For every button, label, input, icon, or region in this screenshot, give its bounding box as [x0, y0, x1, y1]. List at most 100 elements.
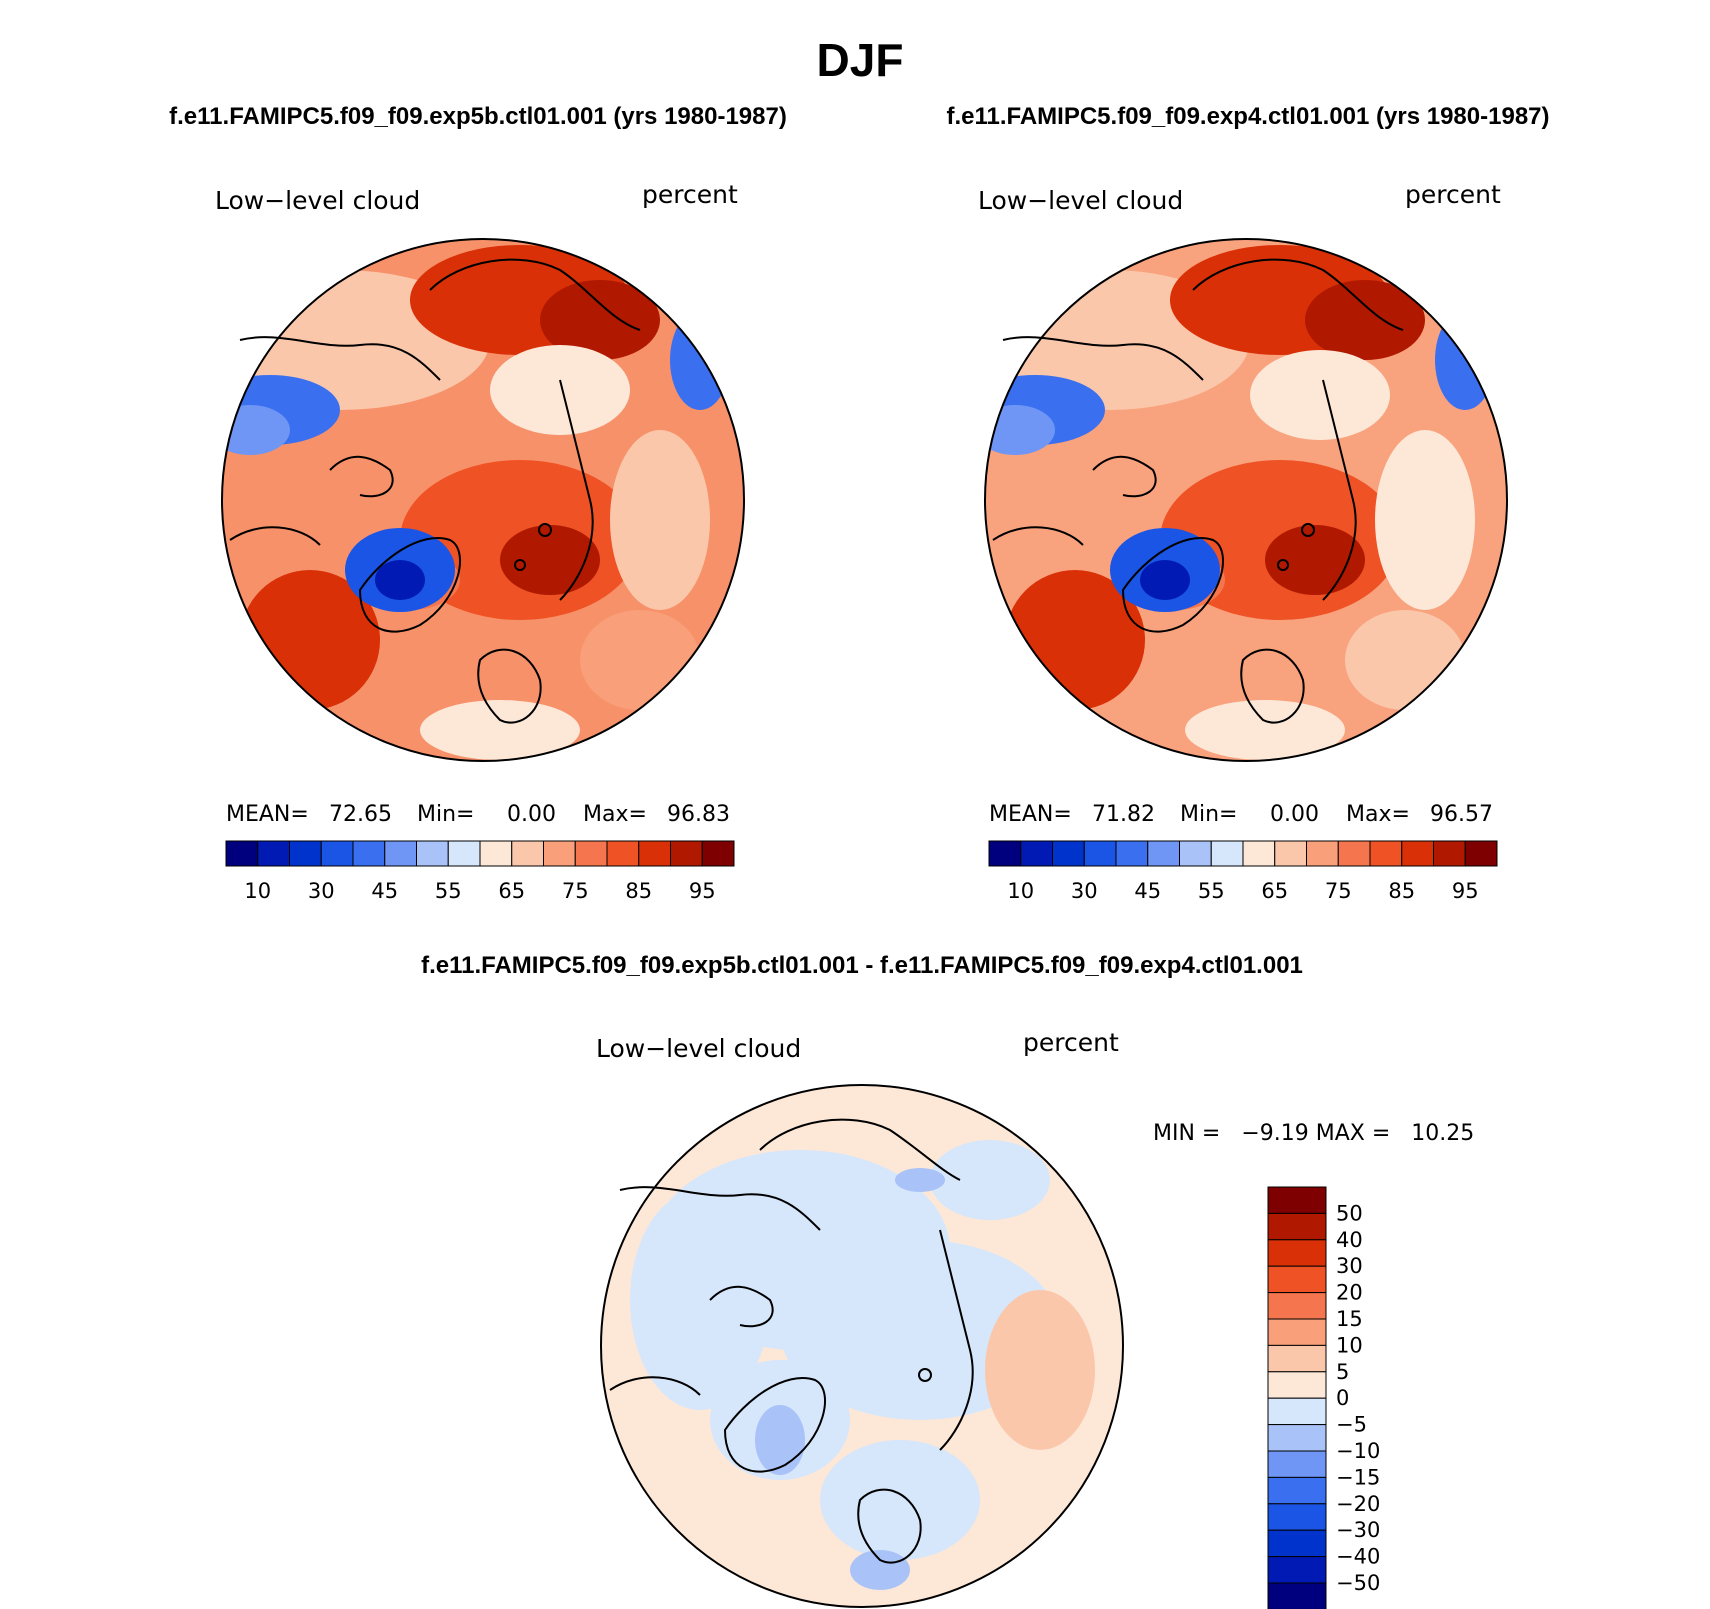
colorbar-a-tick-label: 10: [244, 879, 271, 903]
panel-b-max: 96.57: [1430, 802, 1493, 827]
colorbar-b-swatch: [1179, 840, 1212, 867]
diff-variable: Low−level cloud: [596, 1034, 801, 1063]
panel-a-mean: 72.65: [329, 802, 392, 827]
panel-a-variable: Low−level cloud: [215, 186, 420, 215]
colorbar-b: 10 30 45 55 65 75 85 95: [988, 840, 1498, 903]
colorbar-b-tick-label: 65: [1261, 879, 1288, 903]
panel-a-max: 96.83: [667, 802, 730, 827]
colorbar-a-tick-label: 65: [498, 879, 525, 903]
colorbar-diff-tick-label: −50: [1336, 1571, 1380, 1595]
colorbar-diff-tick-label: 30: [1336, 1254, 1363, 1278]
colorbar-diff-swatch: [1267, 1344, 1327, 1373]
colorbar-a: 10 30 45 55 65 75 85 95: [225, 840, 735, 903]
colorbar-a-tick-label: 95: [689, 879, 716, 903]
colorbar-a-tick-label: 55: [435, 879, 462, 903]
colorbar-a-tick-label: 85: [625, 879, 652, 903]
panel-b-min: 0.00: [1270, 802, 1319, 827]
diff-map-region: [895, 1168, 945, 1192]
colorbar-a-swatch: [225, 840, 259, 867]
panel-a-stats: MEAN= 72.65 Min= 0.00 Max= 96.83: [226, 802, 730, 827]
colorbar-b-tick-label: 95: [1452, 879, 1479, 903]
map-a-region: [540, 280, 660, 360]
panel-a-case-title: f.e11.FAMIPC5.f09_f09.exp5b.ctl01.001 (y…: [169, 103, 787, 130]
colorbar-a-swatch: [543, 840, 576, 867]
map-a-region: [490, 345, 630, 435]
diff-title: f.e11.FAMIPC5.f09_f09.exp5b.ctl01.001 - …: [421, 952, 1303, 979]
colorbar-a-swatch: [701, 840, 735, 867]
colorbar-b-swatch: [1242, 840, 1276, 867]
colorbar-b-swatch: [1115, 840, 1149, 867]
colorbar-diff-swatch: [1267, 1424, 1327, 1452]
panel-a-max-label: Max=: [583, 802, 647, 827]
colorbar-diff-tick-label: 0: [1336, 1386, 1349, 1410]
diff-map-region: [755, 1405, 805, 1475]
colorbar-b-swatch: [1433, 840, 1466, 867]
map-b-region: [1185, 700, 1345, 760]
diff-map-region: [850, 1550, 910, 1590]
colorbar-diff-tick-label: 20: [1336, 1281, 1363, 1305]
coastlines-a: [229, 258, 641, 724]
map-b-region: [1345, 610, 1465, 710]
colorbar-diff-swatch: [1267, 1503, 1327, 1531]
colorbar-a-swatch: [320, 840, 354, 867]
colorbar-a-swatch: [384, 840, 417, 867]
colorbar-a-swatch: [352, 840, 386, 867]
greenland-core-a: [375, 560, 425, 600]
coastlines-diff: [609, 1118, 974, 1564]
colorbar-b-swatch: [1020, 840, 1053, 867]
colorbar-diff-tick-label: 40: [1336, 1228, 1363, 1252]
colorbar-b-tick-label: 45: [1134, 879, 1161, 903]
colorbar-diff-tick-label: 15: [1336, 1307, 1363, 1331]
map-b-region: [985, 405, 1055, 455]
colorbar-a-swatch: [670, 840, 703, 867]
colorbar-a-swatch: [479, 840, 513, 867]
colorbar-b-swatch: [988, 840, 1022, 867]
coastlines-b: [992, 258, 1404, 724]
panel-b-case-title: f.e11.FAMIPC5.f09_f09.exp4.ctl01.001 (yr…: [946, 103, 1549, 130]
colorbar-b-swatch: [1210, 840, 1244, 867]
colorbar-a-swatch: [447, 840, 481, 867]
colorbar-b-swatch: [1464, 840, 1498, 867]
colorbar-diff-tick-label: −5: [1336, 1413, 1367, 1437]
colorbar-diff-swatch: [1267, 1186, 1327, 1214]
diff-map-region: [985, 1290, 1095, 1450]
panel-a-min-label: Min=: [417, 802, 474, 827]
colorbar-b-swatch: [1083, 840, 1117, 867]
colorbar-a-tick-label: 75: [562, 879, 589, 903]
colorbar-diff-swatch: [1267, 1371, 1327, 1399]
map-a-region: [420, 700, 580, 760]
colorbar-a-tick-label: 30: [308, 879, 335, 903]
panel-b-variable: Low−level cloud: [978, 186, 1183, 215]
colorbar-diff-tick-label: −10: [1336, 1439, 1380, 1463]
colorbar-diff-tick-label: −40: [1336, 1545, 1380, 1569]
panel-b-mean: 71.82: [1092, 802, 1155, 827]
diff-map-region: [930, 1140, 1050, 1220]
colorbar-diff-tick-label: 50: [1336, 1201, 1363, 1225]
colorbar-a-swatch: [606, 840, 640, 867]
panel-a-units: percent: [642, 180, 738, 209]
map-a-region: [580, 610, 700, 710]
panel-b-min-label: Min=: [1180, 802, 1237, 827]
map-b-region: [1305, 280, 1425, 360]
map-a-region: [222, 405, 290, 455]
colorbar-a-swatch: [289, 840, 322, 867]
panel-b-mean-label: MEAN=: [989, 802, 1072, 827]
colorbar-b-swatch: [1147, 840, 1180, 867]
panel-b-max-label: Max=: [1346, 802, 1410, 827]
map-a-region: [500, 525, 600, 595]
colorbar-a-swatch: [574, 840, 608, 867]
colorbar-diff-tick-label: 10: [1336, 1333, 1363, 1357]
colorbar-diff-swatch: [1267, 1476, 1327, 1505]
colorbar-diff-tick-label: −15: [1336, 1465, 1380, 1489]
map-a-region: [610, 430, 710, 610]
colorbar-diff-swatch: [1267, 1397, 1327, 1426]
colorbar-diff-swatch: [1267, 1450, 1327, 1478]
colorbar-b-tick-label: 30: [1071, 879, 1098, 903]
colorbar-a-swatch: [257, 840, 290, 867]
greenland-core-b: [1140, 560, 1190, 600]
colorbar-diff-swatch: [1267, 1239, 1327, 1267]
colorbar-a-tick-label: 45: [371, 879, 398, 903]
diff-units: percent: [1023, 1028, 1119, 1057]
